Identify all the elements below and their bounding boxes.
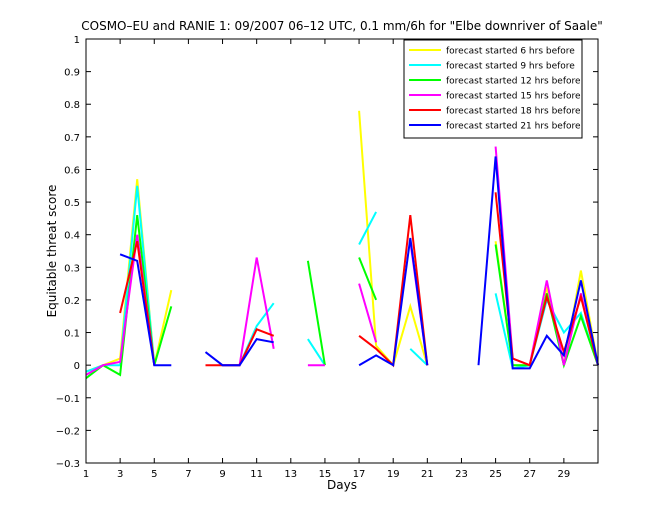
- legend-box: [403, 39, 583, 139]
- x-tick-label: 3: [117, 469, 123, 480]
- y-tick-label: 0.1: [64, 329, 80, 340]
- legend-label: forecast started 9 hrs before: [446, 62, 575, 72]
- x-tick-label: 7: [185, 469, 191, 480]
- legend: forecast started 6 hrs before forecast st…: [403, 39, 583, 139]
- y-tick-label: 0.4: [64, 231, 80, 242]
- y-tick-label: 0.5: [64, 198, 80, 209]
- y-tick-label: −0.3: [56, 459, 80, 470]
- legend-label: forecast started 21 hrs before: [446, 122, 581, 132]
- y-tick-label: 0.3: [64, 263, 80, 274]
- y-tick-label: 0.2: [64, 296, 80, 307]
- y-tick-label: −0.2: [56, 426, 80, 437]
- y-axis-label: Equitable threat score: [45, 185, 59, 318]
- chart-title: COSMO–EU and RANIE 1: 09/2007 06–12 UTC,…: [81, 19, 602, 33]
- x-tick-label: 13: [284, 469, 297, 480]
- y-tick-label: 0.8: [64, 100, 80, 111]
- y-tick-label: 0.7: [64, 133, 80, 144]
- legend-label: forecast started 18 hrs before: [446, 107, 581, 117]
- legend-label: forecast started 12 hrs before: [446, 77, 581, 87]
- series-line-2: [85, 214, 599, 379]
- x-tick-label: 11: [250, 469, 263, 480]
- y-tick-label: −0.1: [56, 394, 80, 405]
- legend-label: forecast started 6 hrs before: [446, 47, 575, 57]
- x-tick-label: 1: [83, 469, 89, 480]
- y-axis: −0.3 −0.2 −0.1 0 0.1 0.2 0.3 0.4 0.5 0.6 0.7 0.8 0.9…: [56, 35, 598, 470]
- x-axis-label: Days: [327, 478, 357, 492]
- series-line-3: [85, 146, 599, 376]
- x-tick-label: 15: [319, 469, 332, 480]
- x-tick-label: 29: [557, 469, 570, 480]
- y-tick-label: 1: [74, 35, 80, 46]
- x-tick-label: 27: [523, 469, 536, 480]
- x-tick-label: 9: [219, 469, 225, 480]
- series-line-1: [85, 185, 599, 373]
- series-line-4: [119, 192, 599, 368]
- x-tick-label: 5: [151, 469, 157, 480]
- plot-frame: [85, 38, 599, 464]
- x-tick-label: 17: [353, 469, 366, 480]
- y-tick-label: 0.9: [64, 68, 80, 79]
- legend-label: forecast started 15 hrs before: [446, 92, 581, 102]
- y-tick-label: 0.6: [64, 165, 80, 176]
- plot-area: [85, 110, 599, 379]
- x-tick-label: 25: [489, 469, 502, 480]
- x-axis: 1 3 5 7 9 11 13 15 17 19 21 23 25 27 29: [83, 39, 570, 480]
- x-tick-label: 21: [421, 469, 434, 480]
- y-tick-label: 0: [74, 361, 80, 372]
- x-tick-label: 19: [387, 469, 400, 480]
- series-line-5: [119, 156, 599, 370]
- x-tick-label: 23: [455, 469, 468, 480]
